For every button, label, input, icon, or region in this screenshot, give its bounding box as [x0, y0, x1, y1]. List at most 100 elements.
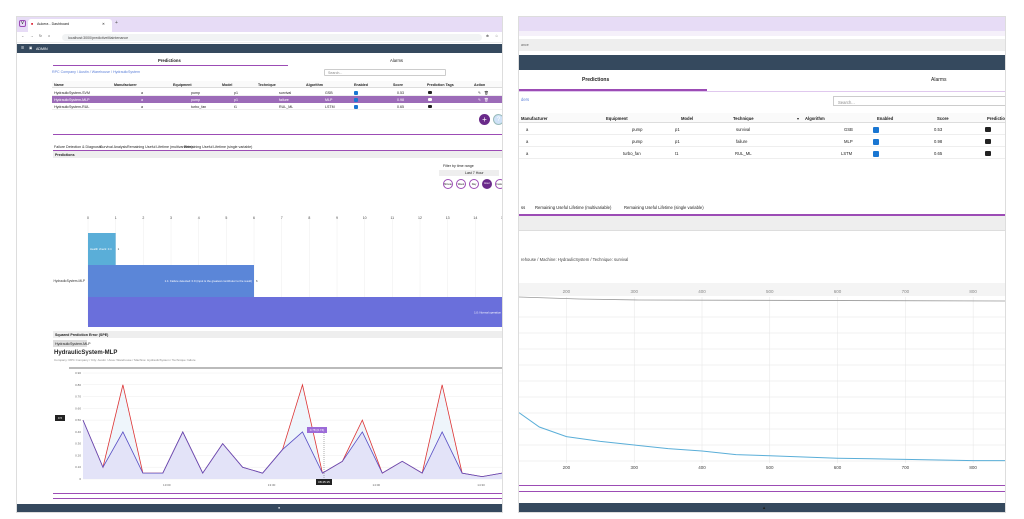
point-tooltip: 0.78 (0.74)	[307, 427, 327, 433]
tab-close-icon[interactable]: ✕	[102, 22, 106, 26]
divider	[53, 134, 502, 135]
subtab-survival[interactable]: Survival Analysis	[100, 145, 127, 149]
favicon-icon: ■	[31, 22, 34, 26]
nav-user[interactable]: ADMIN	[36, 46, 48, 51]
row-algorithm: MLP	[844, 139, 853, 144]
edit-icon[interactable]: ✎	[478, 90, 482, 95]
gantt-tick-label: 14	[473, 216, 477, 220]
subtab-survival[interactable]: ss	[521, 205, 526, 210]
delete-icon[interactable]: 🗑	[484, 97, 489, 102]
table-row[interactable]: a turbo_fan t1 RUL_ML LSTM 0.65	[519, 148, 1005, 159]
zoom-icon[interactable]: ⊕	[486, 34, 490, 38]
filter-minute[interactable]: Minute	[443, 179, 453, 189]
table-row[interactable]: HydraulicSystem-RUL a turbo_fan t1 RUL_M…	[52, 103, 502, 110]
enabled-checkbox[interactable]	[354, 97, 358, 102]
subtab-rul-single[interactable]: Remaining Useful Lifetime (single variab…	[184, 145, 253, 149]
add-button[interactable]: +	[479, 114, 490, 125]
browser-tab[interactable]: ■ Aukera - Dashboard ✕	[28, 19, 112, 32]
spe-chart: 0.90 0.80 0.70 0.60 0.50 0.40 0.30 0.20 0.10 0 13:…	[75, 371, 502, 487]
y-tooltip: 0.5	[55, 415, 65, 421]
row-score: 0.98	[934, 139, 943, 144]
search-input[interactable]: Search...	[833, 96, 1005, 106]
new-tab-icon[interactable]: +	[115, 20, 118, 26]
tab-alarms[interactable]: Alarms	[931, 77, 947, 83]
browser-menu-icon[interactable]: v	[19, 20, 26, 27]
col-score[interactable]: Score	[393, 82, 403, 87]
forward-icon[interactable]: →	[30, 34, 34, 38]
col-action[interactable]: Action	[474, 82, 486, 87]
filter-sub: Last 7 Hour	[465, 171, 484, 175]
col-model[interactable]: Model	[222, 82, 233, 87]
home-icon[interactable]: ⌂	[48, 34, 51, 38]
col-model[interactable]: Model	[681, 116, 694, 121]
bookmark-star-icon[interactable]: ☆	[495, 34, 499, 38]
subtab-failure-detection[interactable]: Failure Detection & Diagnosis	[54, 145, 102, 149]
footer-bar: ●	[17, 504, 502, 512]
navigator-x-tick: 400	[698, 289, 706, 294]
back-icon[interactable]: ←	[21, 34, 25, 38]
col-prediction-tags[interactable]: Prediction Tags	[427, 82, 454, 87]
table-row[interactable]: a pump p1 failure MLP 0.98	[519, 136, 1005, 147]
col-score[interactable]: Score	[937, 116, 949, 121]
search-input[interactable]: Search...	[324, 69, 446, 76]
col-enabled[interactable]: Enabled	[877, 116, 894, 121]
col-manufacturer[interactable]: Manufacturer	[114, 82, 137, 87]
header-text: ance	[521, 42, 529, 47]
row-equipment: pump	[632, 139, 643, 144]
tab-predictions[interactable]: Predictions	[158, 58, 181, 63]
breadcrumb[interactable]: RPC Company / Austin / Warehouse / Hydra…	[52, 70, 140, 74]
subtab-rul-multi[interactable]: Remaining Useful Lifetime (multivariable…	[127, 145, 193, 149]
sort-icon[interactable]: ▾	[797, 116, 800, 121]
scroll-handle-icon[interactable]: ●	[278, 506, 281, 510]
enabled-checkbox[interactable]	[873, 126, 879, 133]
range-navigator[interactable]	[519, 283, 1005, 296]
table-row-selected[interactable]: HydraulicSystem-MLP a pump p1 failure ML…	[52, 96, 502, 103]
filter-custom[interactable]: Custom	[495, 179, 502, 189]
spe-tab[interactable]: HydraulicSystem-MLP	[53, 340, 91, 347]
col-equipment[interactable]: Equipment	[606, 116, 628, 121]
address-input[interactable]: localhost:3000/predictiveMaintenance	[62, 34, 482, 41]
tag-icon	[428, 98, 432, 101]
gantt-tick-label: 12	[418, 216, 422, 220]
col-technique[interactable]: Technique	[733, 116, 754, 121]
row-technique: failure	[279, 97, 289, 102]
row-technique: RUL_ML	[735, 151, 752, 156]
delete-icon[interactable]: 🗑	[484, 90, 489, 95]
col-enabled[interactable]: Enabled	[354, 82, 368, 87]
hamburger-icon[interactable]: ☰	[21, 46, 25, 50]
breadcrumb-tail[interactable]: ders	[521, 97, 530, 102]
row-model: p1	[234, 97, 238, 102]
col-equipment[interactable]: Equipment	[173, 82, 192, 87]
col-algorithm[interactable]: Algorithm	[805, 116, 825, 121]
subtab-rul-single[interactable]: Remaining Useful Lifetime (single variab…	[624, 205, 704, 210]
row-model: p1	[675, 139, 680, 144]
edit-icon[interactable]: ✎	[478, 97, 482, 102]
help-button[interactable]: ?	[493, 114, 502, 125]
filter-day[interactable]: Day	[469, 179, 479, 189]
col-name[interactable]: Name	[54, 82, 64, 87]
enabled-checkbox[interactable]	[873, 138, 879, 145]
row-equipment: pump	[191, 90, 200, 95]
enabled-checkbox[interactable]	[354, 90, 358, 95]
zoom-slider[interactable]	[69, 367, 502, 369]
spe-chart-subtitle: Company: RPC Company / City: Austin / Ar…	[54, 358, 196, 362]
table-row[interactable]: HydraulicSystem-SVM a pump p1 survival G…	[52, 89, 502, 96]
tab-predictions[interactable]: Predictions	[582, 77, 610, 83]
gantt-bar-value: 6	[256, 279, 258, 283]
enabled-checkbox[interactable]	[354, 104, 358, 109]
navigator-x-tick: 700	[902, 289, 910, 294]
enabled-checkbox[interactable]	[873, 150, 879, 157]
table-row[interactable]: a pump p1 survival GSB 0.53	[519, 124, 1005, 135]
col-prediction-tags[interactable]: Predictio	[987, 116, 1005, 121]
tab-strip	[519, 31, 1005, 36]
filter-hour-active[interactable]: Hour	[482, 179, 492, 189]
reload-icon[interactable]: ↻	[39, 34, 43, 38]
col-technique[interactable]: Technique	[258, 82, 276, 87]
tab-alarms[interactable]: Alarms	[390, 58, 404, 63]
filter-week[interactable]: Week	[456, 179, 466, 189]
spe-section-title: Squared Prediction Error (SPE)	[55, 332, 109, 337]
col-algorithm[interactable]: Algorithm	[306, 82, 323, 87]
row-equipment: pump	[632, 127, 643, 132]
subtab-rul-multi[interactable]: Remaining Useful Lifetime (multivariable…	[535, 205, 612, 210]
col-manufacturer[interactable]: Manufacturer	[521, 116, 548, 121]
